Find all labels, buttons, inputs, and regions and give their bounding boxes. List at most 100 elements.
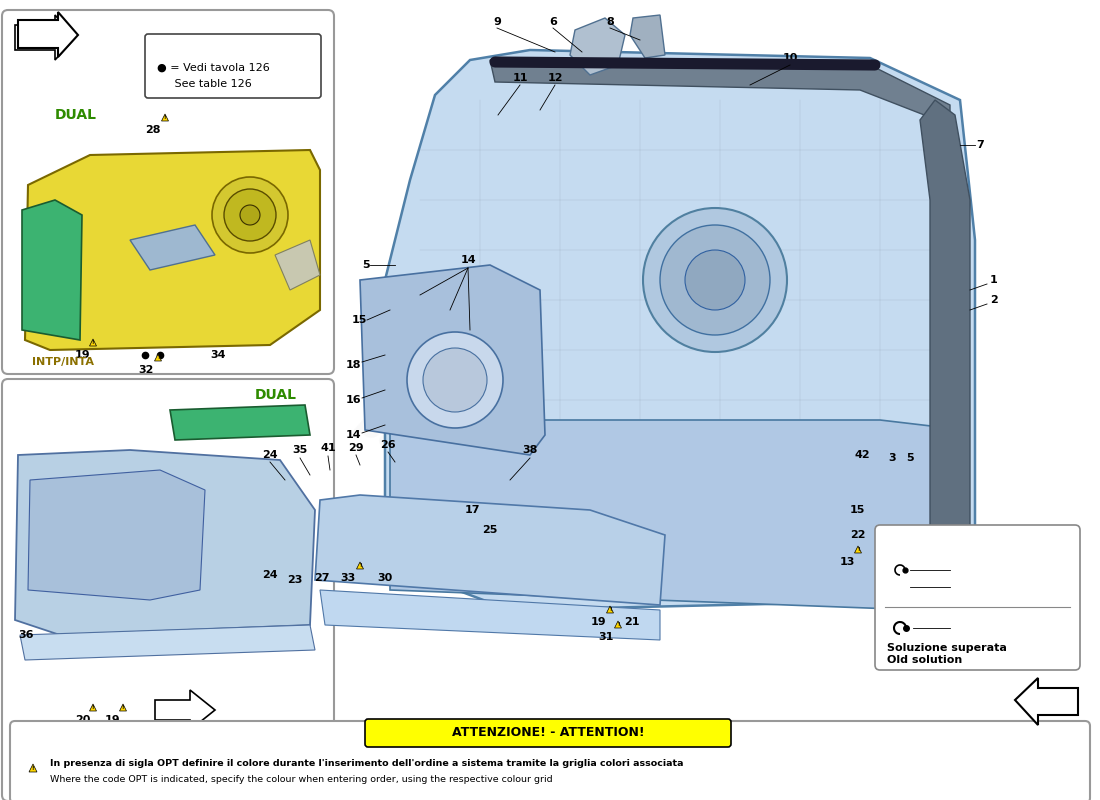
Text: 6: 6 [549, 17, 557, 27]
Polygon shape [630, 15, 666, 58]
Text: 19: 19 [75, 350, 90, 360]
Text: 23: 23 [287, 575, 303, 585]
Circle shape [407, 332, 503, 428]
Text: 29: 29 [349, 443, 364, 453]
Text: !: ! [617, 622, 619, 627]
Text: !: ! [122, 705, 124, 710]
Text: 35: 35 [293, 445, 308, 455]
Text: DUAL: DUAL [55, 108, 97, 122]
Polygon shape [162, 114, 168, 121]
Text: !: ! [857, 547, 859, 552]
Polygon shape [390, 420, 965, 610]
Polygon shape [320, 590, 660, 640]
Polygon shape [360, 265, 544, 455]
Circle shape [224, 189, 276, 241]
Polygon shape [154, 354, 162, 361]
Text: Carbon version: Carbon version [18, 750, 119, 762]
Text: 2: 2 [990, 295, 998, 305]
FancyBboxPatch shape [145, 34, 321, 98]
Text: 38: 38 [522, 445, 538, 455]
Polygon shape [855, 546, 861, 553]
Text: 5: 5 [906, 453, 914, 463]
Text: 22: 22 [850, 530, 866, 540]
FancyBboxPatch shape [77, 732, 204, 800]
Text: 17: 17 [464, 505, 480, 515]
Polygon shape [170, 405, 310, 440]
Polygon shape [130, 225, 214, 270]
Text: 39: 39 [955, 565, 970, 575]
Polygon shape [606, 606, 614, 613]
Text: partdiagram85: partdiagram85 [406, 224, 794, 476]
Text: 28: 28 [145, 125, 161, 135]
Text: 26: 26 [381, 440, 396, 450]
Text: 30: 30 [377, 573, 393, 583]
Polygon shape [89, 339, 97, 346]
Text: !: ! [156, 355, 160, 360]
Polygon shape [615, 621, 622, 628]
Text: 34: 34 [210, 350, 225, 360]
Text: partdiagram85: partdiagram85 [560, 110, 840, 290]
Text: 32: 32 [138, 365, 153, 375]
Text: !: ! [91, 705, 95, 710]
Text: 16: 16 [346, 395, 362, 405]
Text: !: ! [32, 766, 34, 770]
Text: ATTENZIONE! - ATTENTION!: ATTENZIONE! - ATTENTION! [452, 726, 645, 739]
Text: !: ! [359, 563, 361, 568]
Text: INTP/INTA: INTP/INTA [32, 357, 94, 367]
Polygon shape [29, 764, 37, 772]
Text: 19: 19 [591, 617, 606, 627]
Text: 8: 8 [606, 17, 614, 27]
Text: 1: 1 [990, 275, 998, 285]
Text: 4: 4 [955, 623, 962, 633]
Polygon shape [18, 12, 78, 57]
Polygon shape [25, 150, 320, 350]
Polygon shape [15, 450, 315, 635]
Text: 20: 20 [75, 715, 90, 725]
Text: !: ! [164, 115, 166, 120]
Circle shape [212, 177, 288, 253]
Polygon shape [120, 704, 127, 711]
Text: Soluzione superata: Soluzione superata [887, 643, 1006, 653]
Polygon shape [22, 200, 82, 340]
Text: 9: 9 [493, 17, 500, 27]
Text: 40: 40 [955, 582, 970, 592]
Text: 24: 24 [262, 570, 278, 580]
Text: 31: 31 [598, 632, 614, 642]
Text: 15: 15 [850, 505, 866, 515]
Text: 5: 5 [362, 260, 370, 270]
Text: !: ! [608, 607, 612, 612]
Text: 41: 41 [320, 443, 336, 453]
Text: 7: 7 [976, 140, 983, 150]
Text: 27: 27 [315, 573, 330, 583]
Polygon shape [275, 240, 320, 290]
Text: 36: 36 [18, 630, 33, 640]
Text: partdiagram85: partdiagram85 [349, 402, 651, 598]
Text: See table 126: See table 126 [157, 79, 252, 89]
Polygon shape [155, 690, 214, 730]
Polygon shape [20, 625, 315, 660]
Text: 11: 11 [513, 73, 528, 83]
Text: 12: 12 [548, 73, 563, 83]
Polygon shape [1015, 678, 1078, 725]
Polygon shape [28, 470, 205, 600]
Polygon shape [89, 704, 97, 711]
Text: 25: 25 [482, 525, 497, 535]
FancyBboxPatch shape [2, 379, 334, 800]
FancyBboxPatch shape [10, 721, 1090, 800]
Text: 14: 14 [460, 255, 476, 265]
FancyBboxPatch shape [2, 10, 334, 374]
Text: 42: 42 [855, 450, 870, 460]
Text: DUAL: DUAL [255, 388, 297, 402]
Polygon shape [920, 100, 970, 590]
Circle shape [685, 250, 745, 310]
Text: 15: 15 [352, 315, 367, 325]
Polygon shape [570, 18, 625, 75]
Text: 14: 14 [346, 430, 362, 440]
Text: 37: 37 [185, 765, 200, 775]
Polygon shape [490, 60, 950, 125]
Polygon shape [315, 495, 666, 605]
FancyBboxPatch shape [365, 719, 732, 747]
Text: In presenza di sigla OPT definire il colore durante l'inserimento dell'ordine a : In presenza di sigla OPT definire il col… [50, 758, 683, 767]
Text: Where the code OPT is indicated, specify the colour when entering order, using t: Where the code OPT is indicated, specify… [50, 774, 552, 783]
Text: 13: 13 [840, 557, 856, 567]
